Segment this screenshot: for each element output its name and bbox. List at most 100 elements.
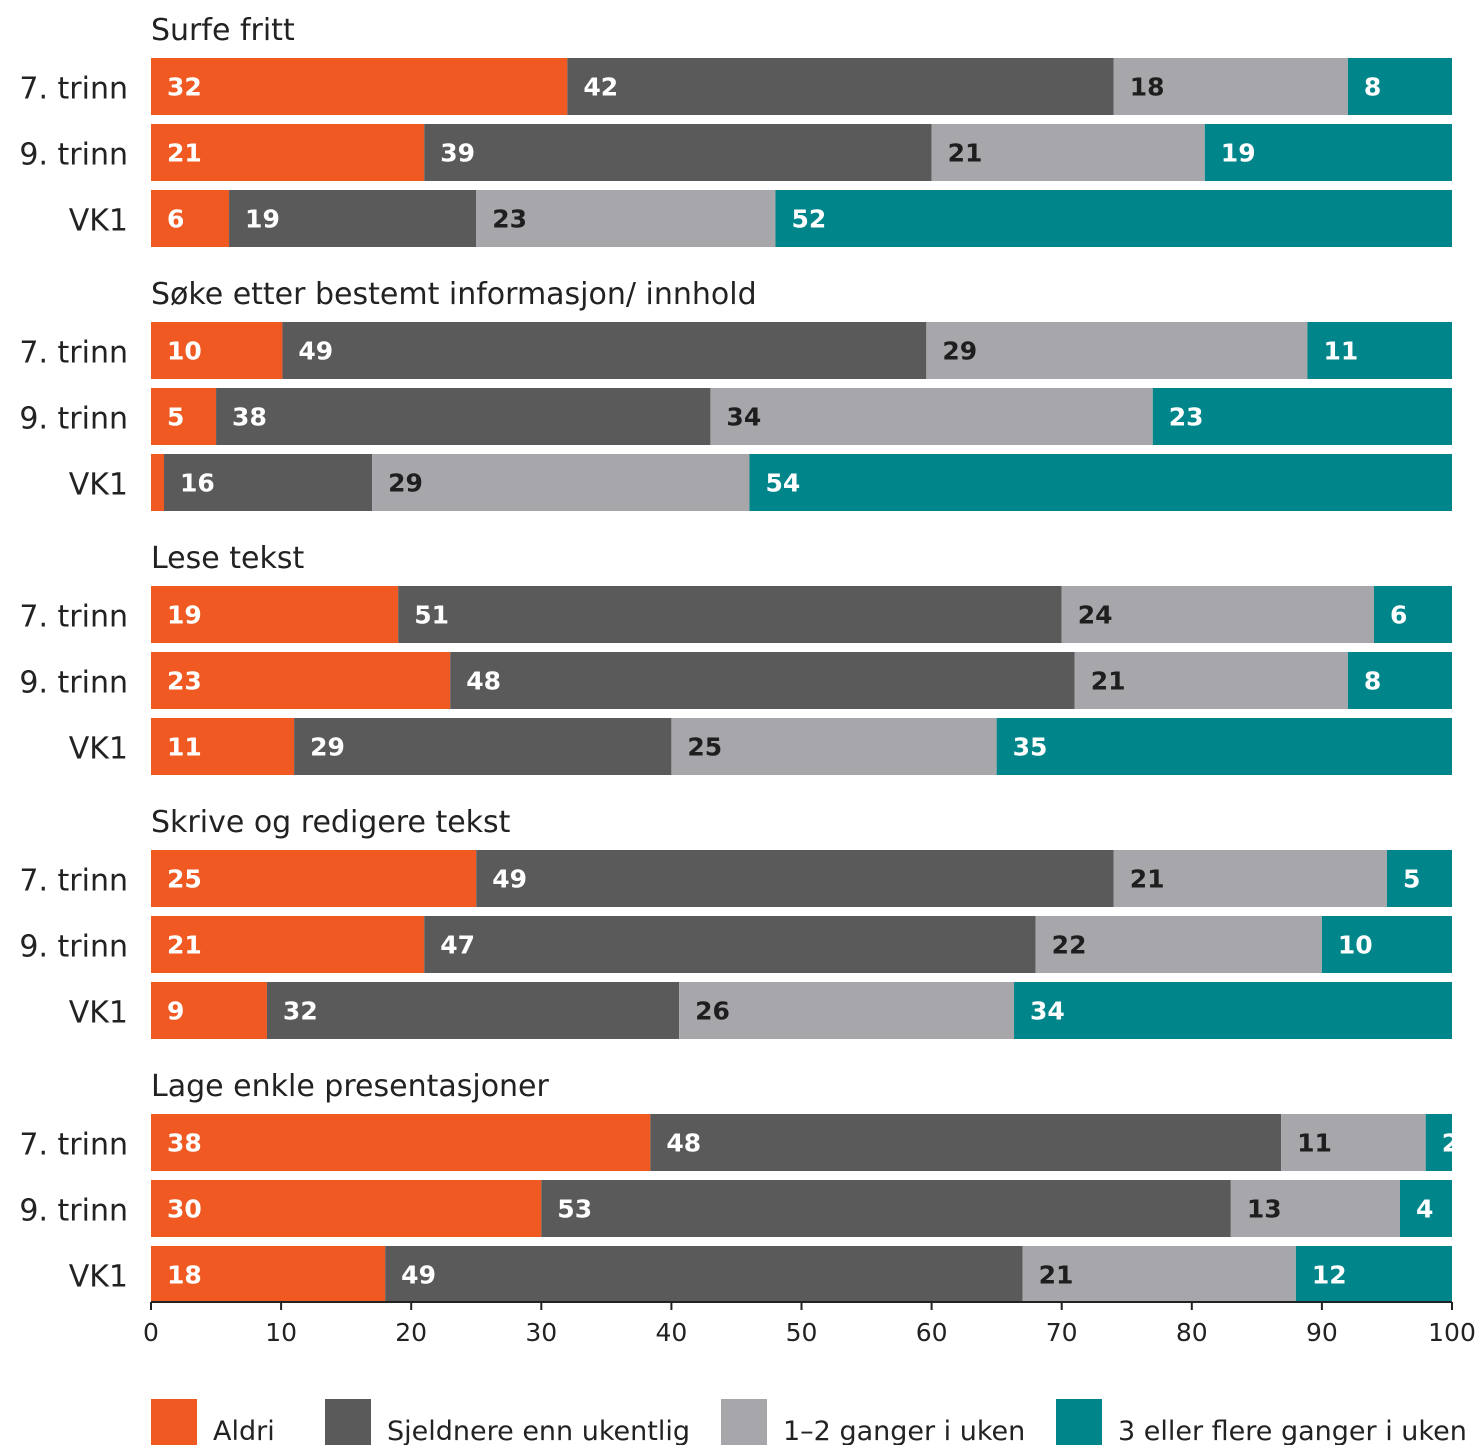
bar-segment — [398, 586, 1062, 643]
bar-segment — [679, 982, 1015, 1039]
legend-label: Sjeldnere enn ukentlig — [387, 1416, 690, 1445]
bar-value-label: 23 — [1169, 403, 1204, 432]
bar-value-label: 49 — [298, 337, 333, 366]
bar-segment — [424, 124, 932, 181]
bar-segment — [151, 388, 217, 445]
bar-segment — [151, 454, 165, 511]
row-label: 9. trinn — [19, 1194, 128, 1229]
bar-value-label: 19 — [1221, 139, 1256, 168]
bar-segment — [151, 322, 283, 379]
row-label: 9. trinn — [19, 666, 128, 701]
bar-value-label: 34 — [726, 403, 761, 432]
bar-value-label: 29 — [942, 337, 977, 366]
bar-value-label: 21 — [1130, 865, 1165, 894]
bar-group: Skrive og redigere tekst 7. trinn 25 49 21 5 9… — [19, 805, 1452, 1039]
legend: Aldri Sjeldnere enn ukentlig 1–2 ganger i … — [151, 1399, 1467, 1445]
bar-value-label: 10 — [1338, 931, 1373, 960]
bar-value-label: 51 — [414, 601, 449, 630]
bar-segment — [1230, 1180, 1400, 1237]
bar-segment — [1061, 586, 1374, 643]
legend-label: 1–2 ganger i uken — [783, 1416, 1025, 1445]
bar-segment — [164, 454, 373, 511]
bar-segment — [1035, 916, 1322, 973]
group-title: Lese tekst — [151, 541, 304, 576]
legend-swatch — [151, 1399, 197, 1445]
x-tick-label: 60 — [916, 1318, 948, 1347]
bar-value-label: 2 — [1442, 1129, 1459, 1158]
bar-segment — [1347, 652, 1452, 709]
row-label: VK1 — [69, 468, 128, 503]
row-label: VK1 — [69, 1260, 128, 1295]
row-label: 9. trinn — [19, 138, 128, 173]
bar-value-label: 11 — [1323, 337, 1358, 366]
bar-group: Lage enkle presentasjoner 7. trinn 38 48 11 2… — [19, 1069, 1459, 1303]
bar-segment — [1014, 982, 1452, 1039]
bar-value-label: 11 — [1297, 1129, 1332, 1158]
bar-value-label: 39 — [440, 139, 475, 168]
bar-segment — [1113, 58, 1348, 115]
bar-value-label: 25 — [687, 733, 722, 762]
bar-segment — [151, 58, 568, 115]
bar-segment — [385, 1246, 1023, 1303]
bar-group: Søke etter bestemt informasjon/ innhold 7… — [19, 277, 1452, 511]
bar-segment — [476, 190, 776, 247]
bar-segment — [282, 322, 927, 379]
bar-value-label: 11 — [167, 733, 202, 762]
bar-value-label: 23 — [167, 667, 202, 696]
bar-value-label: 5 — [1403, 865, 1420, 894]
bar-value-label: 18 — [167, 1261, 202, 1290]
row-label: 7. trinn — [19, 336, 128, 371]
bar-value-label: 22 — [1052, 931, 1087, 960]
bar-value-label: 38 — [167, 1129, 202, 1158]
bar-value-label: 4 — [1416, 1195, 1433, 1224]
bar-segment — [151, 190, 230, 247]
bar-segment — [229, 190, 477, 247]
x-tick-label: 10 — [265, 1318, 297, 1347]
legend-swatch — [325, 1399, 371, 1445]
bar-segment — [151, 850, 477, 907]
bar-value-label: 6 — [1390, 601, 1407, 630]
bar-segment — [151, 1114, 651, 1171]
bar-segment — [1152, 388, 1452, 445]
bar-segment — [151, 124, 425, 181]
bar-value-label: 18 — [1130, 73, 1165, 102]
x-tick-label: 90 — [1306, 1318, 1338, 1347]
bar-group: Lese tekst 7. trinn 19 51 24 6 9. trinn 23 48 21 8… — [19, 541, 1452, 775]
bar-value-label: 52 — [791, 205, 826, 234]
row-label: 9. trinn — [19, 930, 128, 965]
bar-value-label: 54 — [765, 469, 800, 498]
legend-item: 3 eller flere ganger i uken — [1056, 1399, 1467, 1445]
bar-segment — [151, 718, 295, 775]
bar-segment — [1399, 1180, 1452, 1237]
bar-segment — [450, 652, 1075, 709]
bar-value-label: 24 — [1078, 601, 1113, 630]
x-tick-label: 50 — [786, 1318, 818, 1347]
bar-value-label: 19 — [167, 601, 202, 630]
bar-segment — [151, 1246, 386, 1303]
bar-value-label: 29 — [310, 733, 345, 762]
bar-value-label: 34 — [1030, 997, 1065, 1026]
x-tick-label: 40 — [655, 1318, 687, 1347]
bar-segment — [567, 58, 1114, 115]
bar-value-label: 21 — [167, 139, 202, 168]
row-label: 9. trinn — [19, 402, 128, 437]
group-title: Surfe fritt — [151, 13, 295, 48]
bar-segment — [541, 1180, 1231, 1237]
bar-value-label: 32 — [167, 73, 202, 102]
bar-value-label: 21 — [1091, 667, 1126, 696]
bar-value-label: 8 — [1364, 73, 1381, 102]
bar-value-label: 21 — [167, 931, 202, 960]
bar-value-label: 26 — [695, 997, 730, 1026]
bar-segment — [1386, 850, 1452, 907]
bar-value-label: 49 — [401, 1261, 436, 1290]
legend-item: 1–2 ganger i uken — [721, 1399, 1025, 1445]
bar-segment — [1281, 1114, 1426, 1171]
x-tick-label: 30 — [525, 1318, 557, 1347]
bar-value-label: 6 — [167, 205, 184, 234]
x-axis: 0 10 20 30 40 50 60 70 80 90 100 — [143, 1301, 1476, 1347]
bar-value-label: 19 — [245, 205, 280, 234]
bar-segment — [1347, 58, 1452, 115]
bar-value-label: 48 — [666, 1129, 701, 1158]
group-title: Skrive og redigere tekst — [151, 805, 511, 840]
bar-value-label: 25 — [167, 865, 202, 894]
